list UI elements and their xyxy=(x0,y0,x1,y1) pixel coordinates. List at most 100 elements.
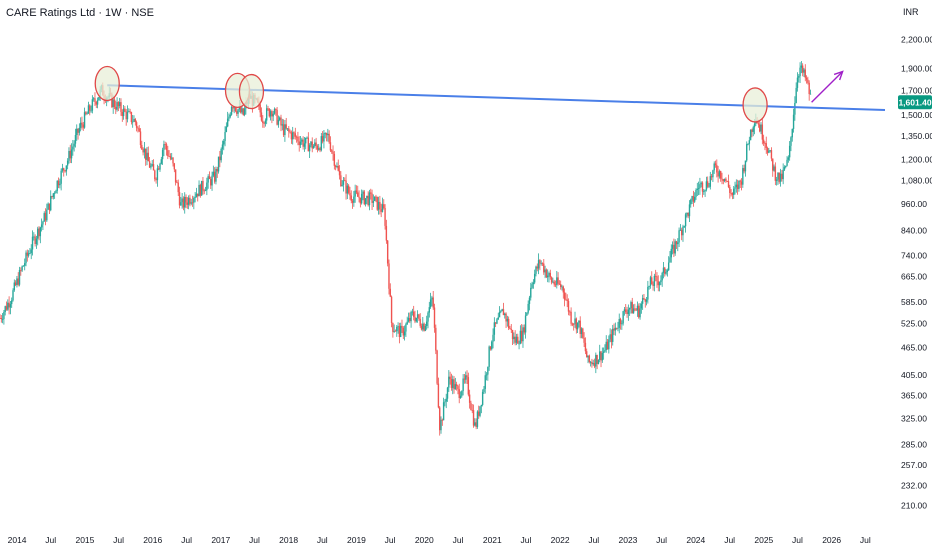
candle xyxy=(429,292,432,309)
candle-body xyxy=(42,221,44,225)
y-axis[interactable]: 2,200.00 1,900.00 1,700.00 1,500.00 1,350.00… xyxy=(901,34,932,510)
candle-body xyxy=(292,132,294,140)
candle-body xyxy=(142,149,144,153)
candle xyxy=(4,305,6,316)
drawing-group[interactable] xyxy=(94,65,886,123)
candle xyxy=(504,312,506,319)
candle xyxy=(684,212,687,233)
candle xyxy=(785,165,787,169)
candle xyxy=(39,226,42,244)
candle-body xyxy=(609,334,611,340)
candle xyxy=(731,192,734,200)
candle xyxy=(98,96,100,101)
candle xyxy=(0,314,1,319)
candle xyxy=(553,279,555,287)
candle-body xyxy=(414,316,416,322)
candle-body xyxy=(475,422,477,427)
candle xyxy=(297,131,299,146)
candle-body xyxy=(701,182,704,192)
candle xyxy=(393,324,395,333)
candle-body xyxy=(24,263,26,266)
candle-body xyxy=(787,157,790,160)
candle-body xyxy=(299,141,302,146)
candle xyxy=(223,138,225,151)
trendline[interactable] xyxy=(107,84,886,112)
candle-body xyxy=(340,175,342,186)
candle-body xyxy=(690,199,692,205)
candle-body xyxy=(120,102,122,112)
pivot-highlight-circle[interactable] xyxy=(94,65,120,102)
x-axis[interactable]: 2014 Jul 2015 Jul 2016 Jul 2017 Jul 2018 Jul 2019 J… xyxy=(8,535,871,545)
candle-body xyxy=(592,362,594,365)
candle xyxy=(226,111,229,128)
candle-body xyxy=(580,328,583,334)
candle-body xyxy=(223,140,225,145)
candle xyxy=(316,144,319,153)
candle-body xyxy=(716,165,718,173)
candle-body xyxy=(202,180,204,191)
candle-body xyxy=(163,144,165,150)
pivot-highlight-circle[interactable] xyxy=(238,73,265,110)
candle-body xyxy=(610,334,613,342)
candle-body xyxy=(204,190,207,192)
candle xyxy=(701,181,704,198)
candle-body xyxy=(563,292,566,300)
candle-body xyxy=(131,121,134,123)
candle-body xyxy=(173,163,176,170)
candle xyxy=(733,186,735,199)
candle xyxy=(26,249,29,262)
candle xyxy=(777,172,779,185)
candle xyxy=(608,335,610,354)
candle-body xyxy=(52,193,55,197)
candle-body xyxy=(450,379,453,388)
candle xyxy=(792,108,795,133)
candle-body xyxy=(346,185,349,194)
pivot-highlight-circle[interactable] xyxy=(742,87,768,123)
candle-body xyxy=(617,327,619,329)
candle xyxy=(414,310,416,324)
candle-body xyxy=(64,170,66,172)
candle xyxy=(709,171,712,190)
candle-body xyxy=(129,111,131,113)
x-tick-label: 2023 xyxy=(619,535,638,545)
candle-body xyxy=(290,132,293,140)
candle xyxy=(612,324,614,346)
candle xyxy=(475,418,477,430)
candle-body xyxy=(794,102,796,115)
candle-body xyxy=(177,182,179,193)
candle xyxy=(537,253,540,275)
candle xyxy=(454,377,457,390)
candle xyxy=(699,177,701,195)
candle-body xyxy=(13,282,16,291)
candle-body xyxy=(269,111,272,117)
candle-body xyxy=(0,318,3,320)
candle-body xyxy=(238,106,241,110)
candle-body xyxy=(195,193,198,197)
candle-body xyxy=(329,142,332,151)
candle xyxy=(416,310,419,323)
candle-body xyxy=(510,328,512,330)
projection-arrow[interactable] xyxy=(811,70,844,103)
candle xyxy=(220,147,222,163)
candle-body xyxy=(759,124,761,132)
candle-body xyxy=(21,266,23,271)
candle-body xyxy=(635,309,637,311)
candle xyxy=(228,113,230,122)
candle-body xyxy=(778,172,780,182)
candle xyxy=(392,322,394,338)
candle xyxy=(675,240,678,250)
candle xyxy=(762,134,765,146)
candle-body xyxy=(660,280,662,283)
candle-body xyxy=(225,126,228,132)
candle-body xyxy=(675,241,678,245)
candle-body xyxy=(271,111,273,117)
candle xyxy=(779,168,782,187)
candle-body xyxy=(554,284,557,286)
candle xyxy=(720,170,722,182)
candle-body xyxy=(155,179,157,181)
candle-body xyxy=(733,188,735,195)
candle xyxy=(37,226,39,246)
candle-body xyxy=(57,180,60,186)
